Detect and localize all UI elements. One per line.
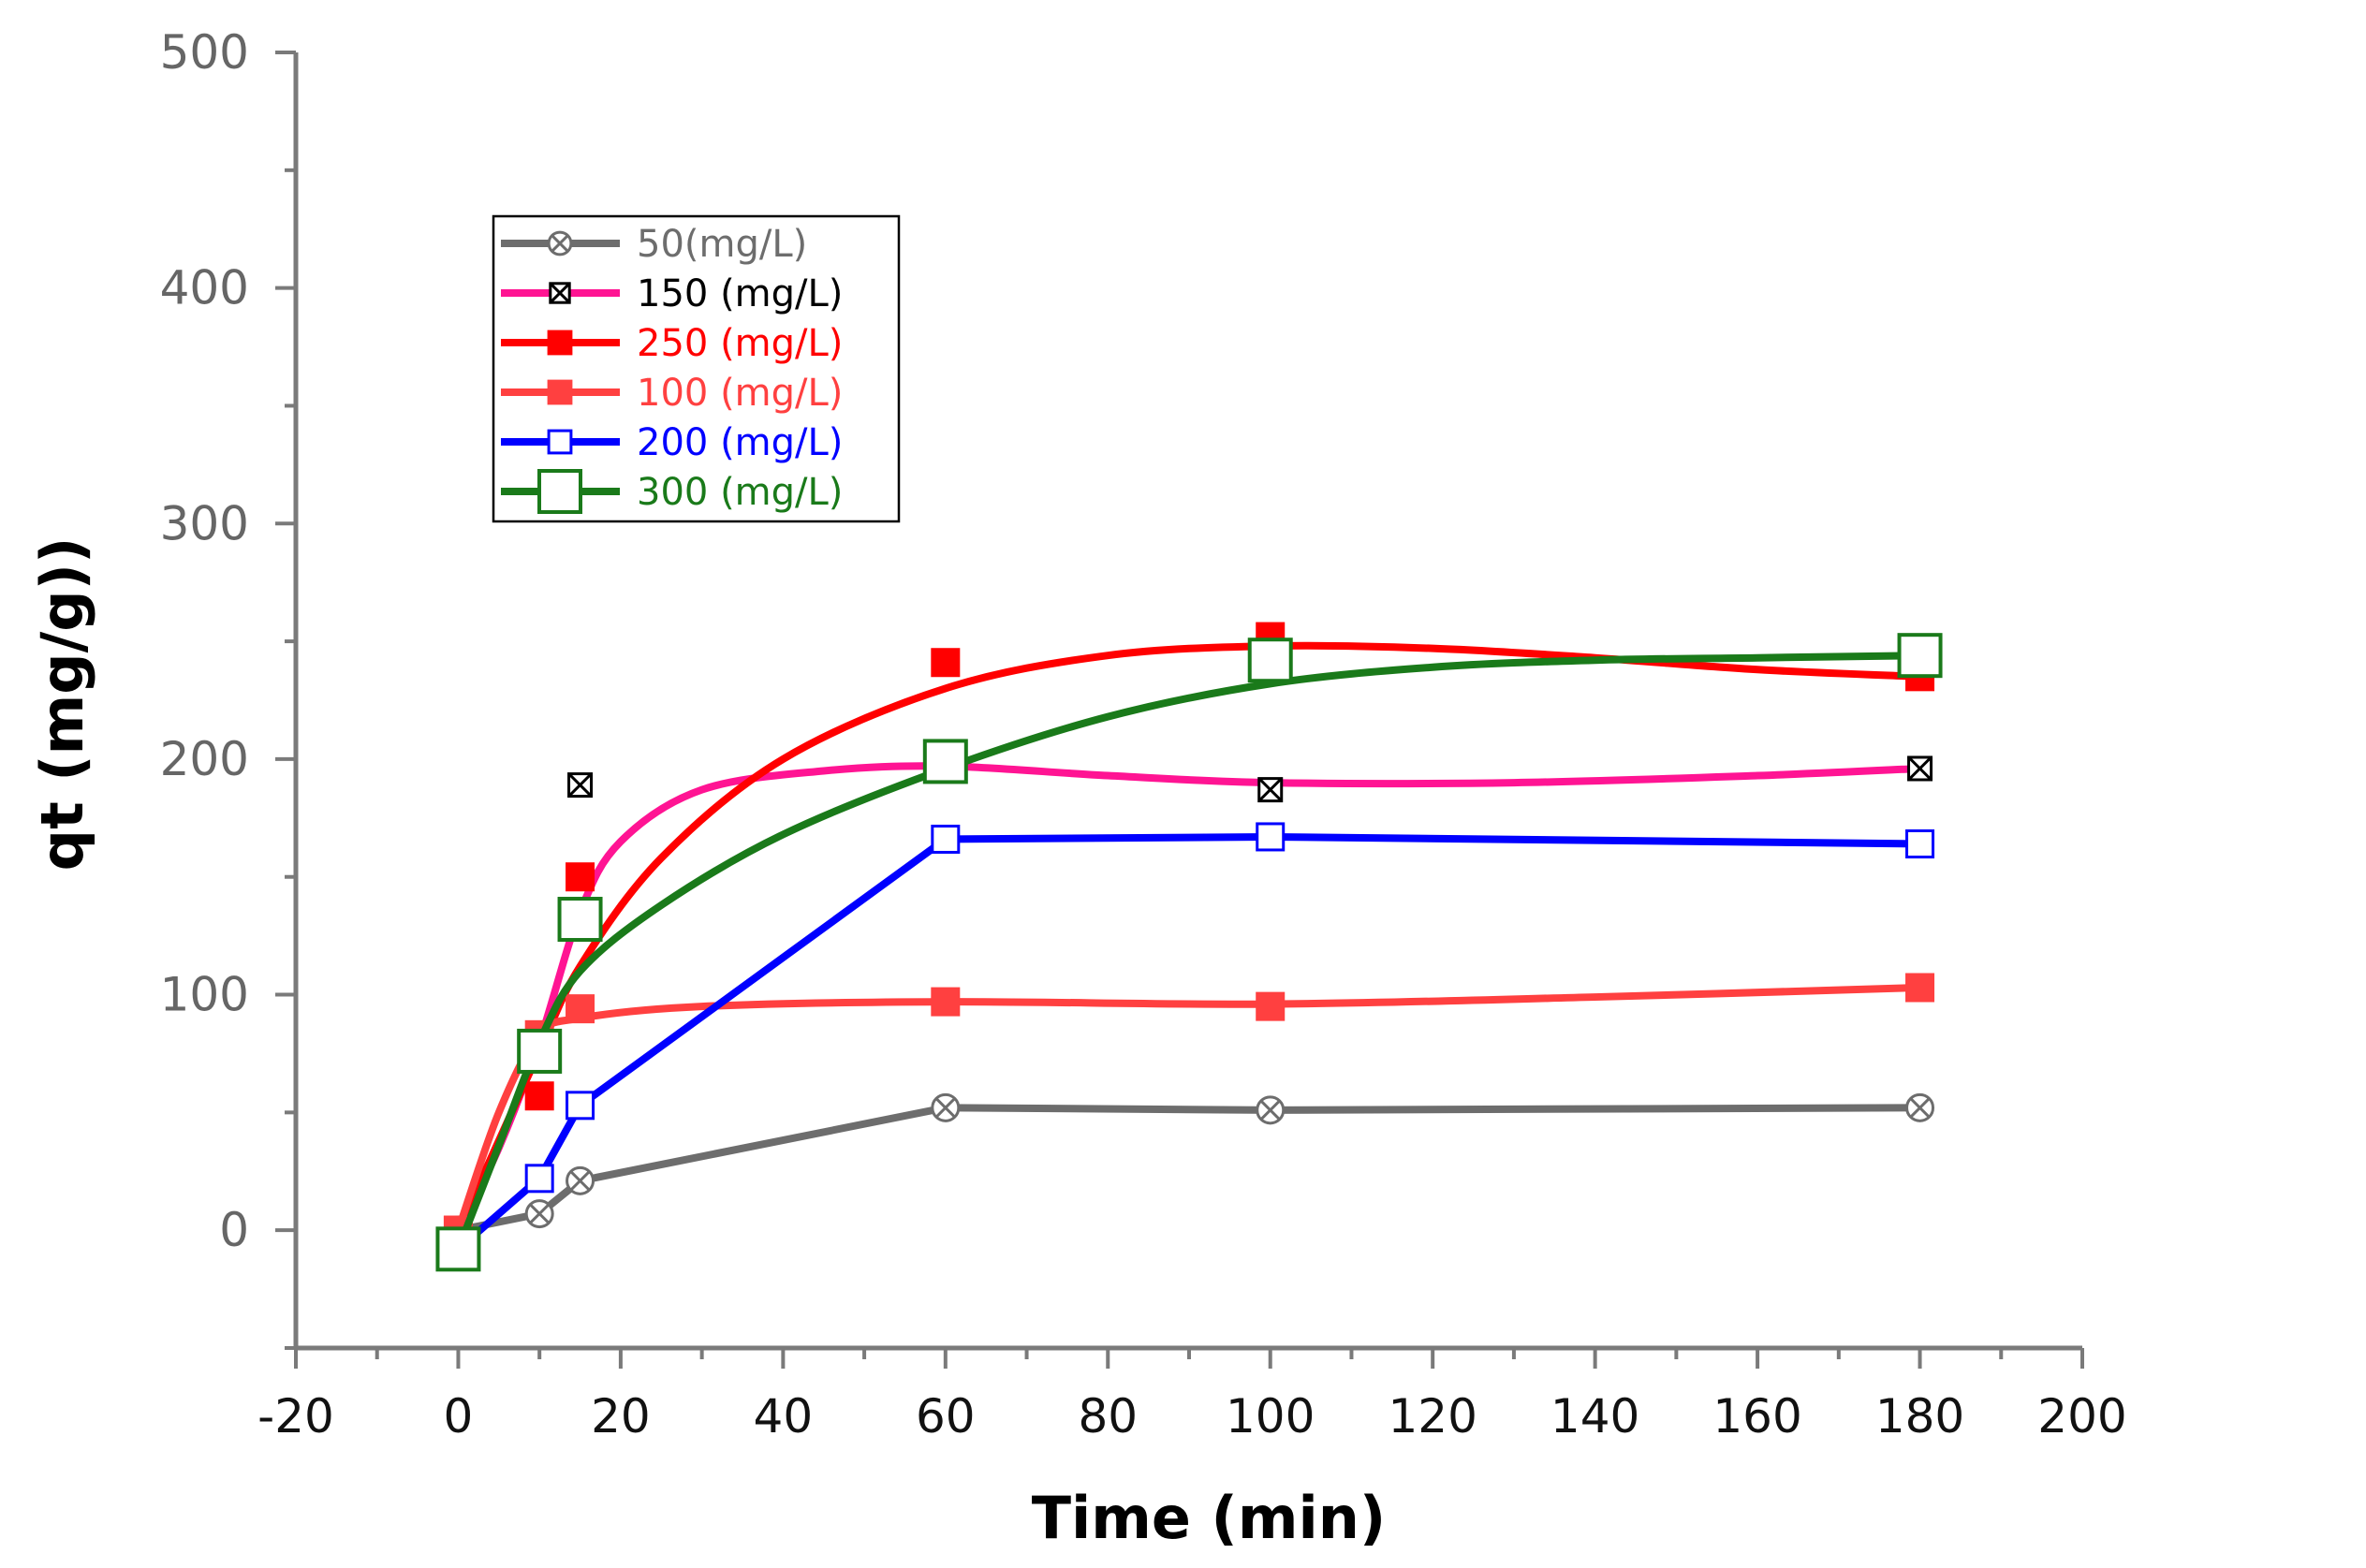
x-tick-label: 80 [1078,1389,1138,1443]
legend-label: 50(mg/L) [637,223,807,266]
legend-label: 200 (mg/L) [637,421,843,464]
data-point-cross [1257,777,1283,802]
data-point [1256,991,1286,1021]
x-tick-label: 140 [1550,1389,1639,1443]
data-point [922,739,968,784]
legend: 50(mg/L) 150 (mg/L) 250 (mg/L) 100 (mg/L) 20… [492,214,901,523]
x-tick-label: 100 [1226,1389,1315,1443]
y-tick-label: 300 [160,496,249,550]
y-tick-label: 0 [219,1203,249,1257]
y-tick-label: 400 [160,261,249,315]
data-point [517,1028,563,1074]
data-point-cross [569,1170,591,1192]
x-tick-label: 20 [591,1389,651,1443]
series-4 [443,822,1935,1264]
data-point [1897,633,1943,679]
data-point [1905,973,1935,1003]
data-point [435,1226,481,1272]
x-tick-label: 0 [444,1389,474,1443]
legend-marker [547,429,573,455]
axes-layer: 0 100 200 300 400 500 -20 0 20 40 60 80 100 120 140 160… [160,25,2127,1443]
data-point-cross [934,1097,956,1119]
series-2 [443,622,1935,1245]
data-point [524,1164,554,1194]
x-tick-label: 40 [754,1389,814,1443]
legend-marker [547,379,573,405]
data-point-cross [567,772,593,798]
series-line [454,641,1924,1235]
legend-label: 300 (mg/L) [637,471,843,514]
legend-marker-cross [549,282,571,304]
data-point-cross [1907,755,1932,782]
x-tick-label: 160 [1712,1389,1801,1443]
series-line [457,1104,1920,1235]
data-point [524,1081,554,1111]
series-line [454,762,1924,1235]
y-tick-label: 500 [160,25,249,80]
data-point-cross [1259,1099,1281,1121]
series-0 [443,1092,1935,1245]
data-point [1247,637,1293,683]
y-tick-label: 100 [160,968,249,1022]
data-point [566,862,595,892]
series-5 [435,633,1943,1272]
legend-marker [537,469,582,514]
series-line [454,652,1924,1253]
legend-marker-cross [551,234,569,253]
series-layer [435,622,1943,1272]
data-point-cross [529,1203,551,1224]
data-point [557,897,603,943]
legend-label: 250 (mg/L) [637,322,843,365]
data-point-cross [1909,1097,1931,1119]
legend-marker [547,330,573,356]
data-point [931,824,961,854]
data-point [931,648,961,678]
x-tick-label: 60 [916,1389,976,1443]
x-tick-label: -20 [257,1389,334,1443]
legend-label: 150 (mg/L) [637,272,843,315]
legend-label: 100 (mg/L) [637,372,843,415]
data-point [566,994,595,1024]
data-point [1905,828,1935,858]
data-point [566,1091,595,1121]
x-tick-label: 200 [2037,1389,2126,1443]
data-point [931,987,961,1017]
x-axis-title: Time (min) [1032,1484,1386,1552]
data-point [1256,822,1286,852]
y-axis-title: qt (mg/g)) [28,537,96,872]
x-tick-label: 120 [1388,1389,1477,1443]
y-tick-label: 200 [160,732,249,786]
x-tick-label: 180 [1875,1389,1964,1443]
